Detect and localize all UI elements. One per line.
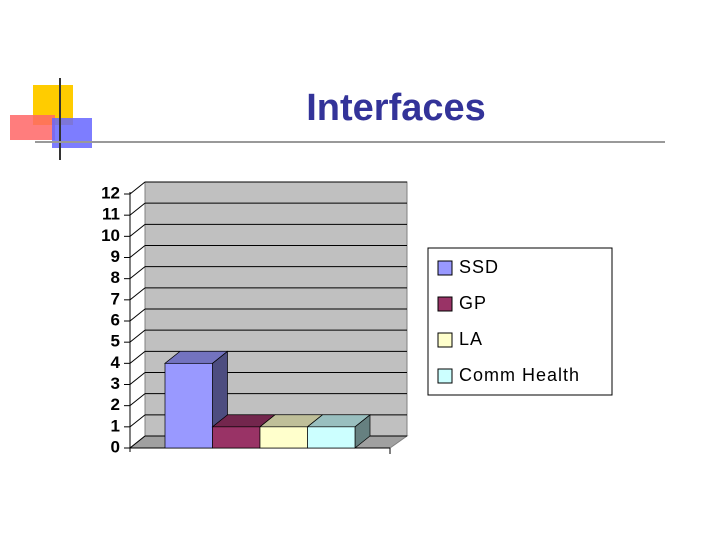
y-tick-slant [129,245,146,258]
y-tick-slant [129,202,146,216]
legend-label: GP [459,293,487,313]
legend-label: Comm Health [459,365,580,385]
y-tick-label: 8 [111,268,120,287]
y-tick-slant [129,223,146,237]
chart-title: Interfaces [306,87,486,129]
deco-red [10,115,55,140]
y-tick-label: 11 [102,205,120,224]
bar [164,362,213,449]
y-tick-slant [129,308,146,322]
y-tick-label: 3 [111,374,120,393]
legend-label: SSD [459,257,499,277]
y-tick-slant [129,287,146,301]
y-tick-slant [129,435,146,449]
y-tick-label: 6 [111,310,120,329]
y-tick-label: 12 [101,183,120,202]
y-tick-slant [129,329,146,343]
y-tick-label: 9 [111,247,120,266]
y-tick-slant [129,372,146,385]
bar [212,426,261,449]
y-tick-label: 1 [111,416,120,435]
bar [307,426,356,449]
bar [259,426,308,449]
legend-swatch [437,296,453,312]
y-tick-slant [129,350,146,364]
legend-swatch [437,368,453,384]
legend-label: LA [459,329,483,349]
legend [427,247,613,396]
legend-swatch [437,332,453,348]
y-tick-slant [129,393,146,407]
y-tick-slant [129,181,146,195]
y-tick-label: 2 [111,395,120,414]
legend-swatch [437,260,453,276]
y-tick-label: 4 [111,353,121,372]
y-tick-label: 7 [111,289,120,308]
y-tick-slant [129,266,146,280]
y-tick-label: 10 [101,226,120,245]
y-tick-label: 0 [111,437,120,456]
y-tick-slant [129,414,146,428]
deco-blue [52,118,92,148]
y-tick-label: 5 [111,332,120,351]
